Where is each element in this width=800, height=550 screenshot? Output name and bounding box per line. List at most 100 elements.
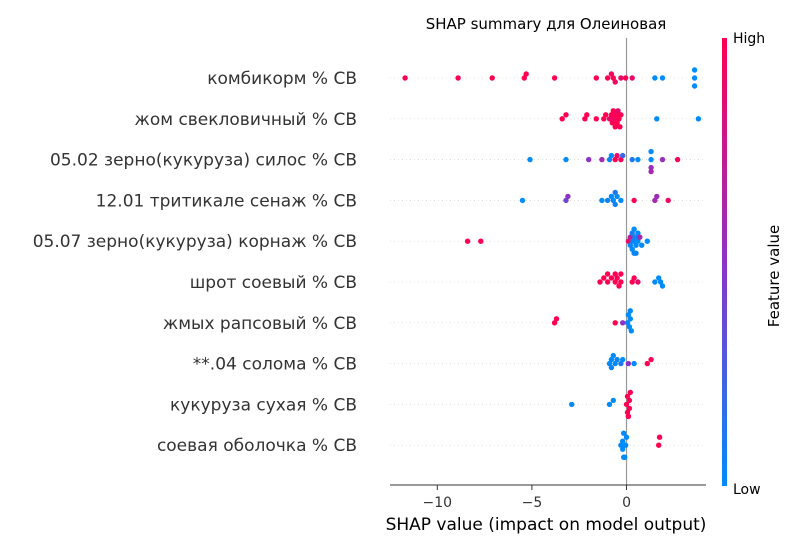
shap-point (629, 246, 635, 252)
shap-point (637, 234, 643, 240)
colorbar (722, 38, 727, 486)
shap-point (584, 112, 590, 118)
shap-point (599, 156, 605, 163)
shap-point (652, 197, 658, 204)
chart-title: SHAP summary для Олеиновая (426, 15, 667, 33)
shap-point (402, 75, 408, 81)
shap-point (625, 360, 632, 367)
shap-point (626, 324, 633, 330)
shap-point (599, 197, 605, 204)
shap-point (674, 156, 681, 163)
feature-label: 05.02 зерно(кукуруза) силос % CB (50, 151, 357, 171)
shap-point (612, 320, 618, 326)
feature-label: кукуруза сухая % CB (170, 395, 357, 415)
shap-point (656, 434, 663, 440)
shap-point (622, 442, 629, 448)
shap-point (565, 193, 571, 200)
shap-point (563, 112, 569, 118)
shap-point (631, 226, 637, 232)
shap-point (606, 116, 613, 122)
shap-point (633, 250, 639, 256)
shap-point (621, 454, 628, 460)
shap-point (635, 230, 641, 236)
x-axis-label: SHAP value (impact on model output) (386, 515, 707, 535)
shap-point (635, 279, 641, 285)
shap-point (601, 116, 607, 122)
shap-point (620, 446, 626, 452)
shap-point (620, 152, 626, 159)
shap-point (601, 275, 607, 281)
shap-point (606, 360, 613, 367)
shap-point (654, 116, 660, 122)
shap-point (633, 242, 639, 248)
shap-point (614, 356, 620, 363)
shap-point (489, 75, 495, 81)
shap-point (624, 393, 631, 400)
shap-point (612, 79, 618, 85)
colorbar-high-label: High (733, 31, 765, 47)
shap-point (606, 401, 613, 408)
shap-point (608, 193, 615, 200)
shap-point (569, 401, 575, 408)
shap-point (659, 283, 666, 289)
shap-point (652, 75, 658, 81)
shap-point (648, 164, 654, 171)
shap-point (527, 156, 533, 163)
feature-label: **.04 солома % CB (193, 355, 357, 375)
shap-point (648, 168, 654, 175)
shap-point (691, 83, 698, 89)
shap-point (612, 189, 618, 196)
shap-point (613, 112, 619, 118)
shap-point (644, 360, 650, 367)
shap-point (625, 312, 632, 318)
shap-point (656, 442, 662, 448)
shap-point (618, 279, 624, 285)
shap-point (612, 360, 618, 367)
shap-point (625, 413, 632, 420)
shap-point (551, 75, 558, 81)
feature-label: жом свекловичный % CB (135, 110, 358, 130)
shap-point (624, 320, 631, 326)
shap-point (629, 279, 635, 285)
shap-point (608, 152, 615, 159)
shap-point (623, 401, 630, 408)
shap-point (648, 148, 654, 155)
shap-point (627, 242, 633, 248)
shap-point (695, 116, 702, 122)
shap-point (656, 275, 662, 281)
shap-point (612, 156, 618, 163)
shap-point (612, 201, 618, 208)
shap-point (657, 279, 664, 285)
shap-point (519, 197, 526, 204)
shap-point (604, 279, 611, 285)
shap-point (616, 116, 622, 122)
shap-point (618, 271, 624, 277)
shap-point (618, 197, 624, 204)
shap-point (659, 75, 666, 81)
x-tick-label: −5 (522, 495, 543, 511)
shap-point (610, 197, 616, 204)
shap-point (611, 116, 617, 122)
shap-point (622, 75, 629, 81)
shap-point (629, 156, 635, 163)
shap-point (616, 283, 622, 289)
feature-label: шрот соевый % CB (190, 273, 357, 293)
shap-point (626, 397, 633, 404)
shap-point (615, 108, 621, 114)
shap-point (628, 328, 634, 334)
shap-point (606, 156, 613, 163)
shap-point (648, 156, 654, 163)
shap-point (630, 238, 636, 244)
shap-point (563, 156, 569, 163)
shap-point (612, 279, 618, 285)
feature-label: жмых рапсовый % CB (163, 314, 357, 334)
shap-point (623, 434, 630, 440)
shap-point (625, 238, 632, 244)
shap-point (604, 197, 611, 204)
shap-point (621, 430, 627, 436)
shap-point (620, 438, 626, 444)
feature-label: комбикорм % CB (207, 69, 357, 89)
shap-point (608, 71, 615, 77)
feature-label: 12.01 тритикале сенаж % CB (96, 191, 357, 211)
